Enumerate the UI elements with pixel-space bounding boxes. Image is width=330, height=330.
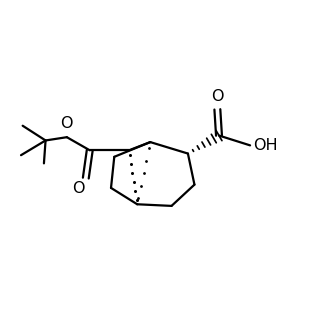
- Text: OH: OH: [253, 138, 277, 153]
- Text: O: O: [211, 89, 224, 104]
- Text: O: O: [72, 182, 85, 196]
- Text: O: O: [61, 116, 73, 131]
